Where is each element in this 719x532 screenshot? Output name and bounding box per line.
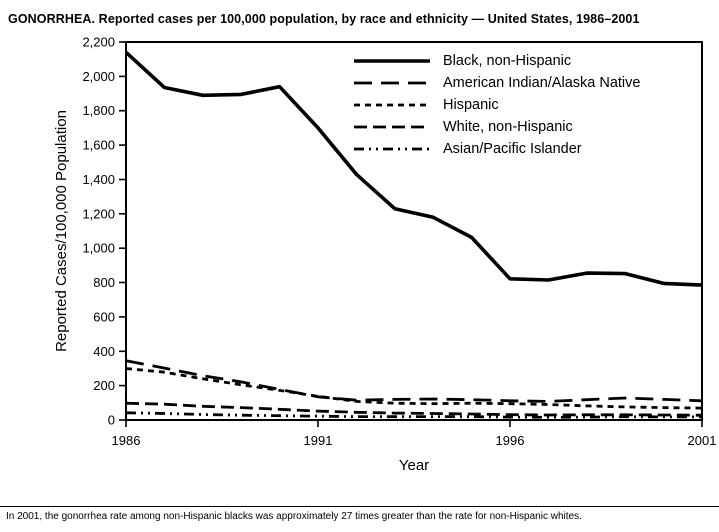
y-tick-label: 400	[93, 344, 115, 359]
y-tick-label: 1,400	[82, 172, 115, 187]
legend-line-longdash-icon	[354, 81, 430, 85]
line-chart: 0 200 400 600 800 1,000 1,200 1,400 1,600 1,800 2,…	[53, 35, 717, 475]
y-tick-label: 2,000	[82, 69, 115, 84]
y-tick-label: 2,200	[82, 35, 115, 50]
page-title: GONORRHEA. Reported cases per 100,000 po…	[8, 12, 640, 26]
x-tick-label: 1986	[112, 433, 141, 448]
legend-label: Black, non-Hispanic	[443, 53, 572, 69]
plot-frame	[125, 41, 703, 421]
series-line-2	[125, 367, 703, 410]
legend-label: Hispanic	[443, 97, 499, 113]
legend-line-dashdotdot-icon	[354, 147, 430, 151]
chart-area: 0 200 400 600 800 1,000 1,200 1,400 1,600 1,800 2,…	[6, 28, 718, 476]
series-line-0	[124, 50, 703, 287]
y-axis-title: Reported Cases/100,000 Population	[53, 110, 70, 352]
legend-item-hispanic: Hispanic	[352, 96, 640, 114]
series-line-3	[125, 401, 703, 417]
x-tick-label: 1996	[496, 433, 525, 448]
legend-label: Asian/Pacific Islander	[443, 141, 582, 157]
legend-line-solid-icon	[354, 59, 430, 63]
legend-line-dash-icon	[354, 125, 430, 129]
series-line-4	[125, 411, 702, 419]
x-axis-title: Year	[399, 457, 429, 474]
y-tick-label: 1,800	[82, 103, 115, 118]
legend-label: American Indian/Alaska Native	[443, 75, 641, 91]
y-tick-label: 800	[93, 275, 115, 290]
legend-item-black-non-hispanic: Black, non-Hispanic	[352, 52, 640, 70]
legend: Black, non-Hispanic American Indian/Alas…	[352, 52, 640, 158]
y-tick-label: 1,600	[82, 138, 115, 153]
legend-label: White, non-Hispanic	[443, 119, 573, 135]
legend-item-american-indian-alaska-native: American Indian/Alaska Native	[352, 74, 640, 92]
y-tick-label: 1,200	[82, 206, 115, 221]
series-line-1	[125, 359, 703, 403]
y-tick-label: 1,000	[82, 241, 115, 256]
x-tick-label: 1991	[304, 433, 333, 448]
legend-line-shortdash-icon	[354, 103, 430, 107]
footer: In 2001, the gonorrhea rate among non-Hi…	[0, 506, 719, 532]
legend-item-white-non-hispanic: White, non-Hispanic	[352, 118, 640, 136]
footnote-text: In 2001, the gonorrhea rate among non-Hi…	[6, 511, 582, 522]
legend-item-asian-pacific-islander: Asian/Pacific Islander	[352, 140, 640, 158]
x-tick-label: 2001	[688, 433, 717, 448]
y-tick-label: 0	[108, 413, 115, 428]
y-tick-label: 200	[93, 378, 115, 393]
y-tick-label: 600	[93, 309, 115, 324]
